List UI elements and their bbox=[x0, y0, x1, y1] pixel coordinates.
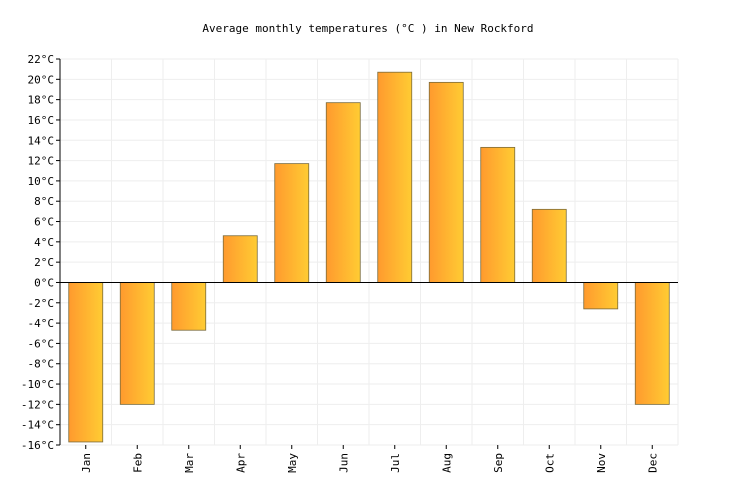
y-tick-label: 22°C bbox=[28, 53, 55, 66]
y-tick-label: -16°C bbox=[21, 439, 54, 452]
y-tick-label: 8°C bbox=[34, 195, 54, 208]
x-tick-label: Feb bbox=[131, 453, 144, 473]
y-tick-label: 2°C bbox=[34, 256, 54, 269]
x-tick-label: Aug bbox=[440, 453, 453, 473]
y-tick-label: 12°C bbox=[28, 155, 55, 168]
x-tick-label: Dec bbox=[646, 453, 659, 473]
x-tick-label: Apr bbox=[234, 453, 247, 473]
x-tick-label: Oct bbox=[543, 453, 556, 473]
bar-nov bbox=[583, 282, 619, 310]
y-tick-label: -6°C bbox=[28, 337, 55, 350]
y-tick-label: 14°C bbox=[28, 134, 55, 147]
bar-aug bbox=[428, 81, 464, 283]
y-tick-label: -14°C bbox=[21, 419, 54, 432]
y-tick-label: -10°C bbox=[21, 378, 54, 391]
x-tick-label: May bbox=[286, 453, 299, 473]
y-tick-label: -4°C bbox=[28, 317, 55, 330]
x-tick-label: Jun bbox=[337, 453, 350, 473]
bar-jan bbox=[68, 282, 104, 443]
y-tick-label: -12°C bbox=[21, 398, 54, 411]
y-tick-label: 18°C bbox=[28, 94, 55, 107]
bar-jul bbox=[377, 71, 413, 283]
y-tick-label: 0°C bbox=[34, 276, 54, 289]
x-tick-label: Nov bbox=[595, 453, 608, 473]
x-tick-label: Sep bbox=[492, 453, 505, 473]
bar-oct bbox=[531, 208, 567, 283]
y-tick-label: 6°C bbox=[34, 216, 54, 229]
bar-dec bbox=[634, 282, 670, 405]
y-tick-label: 10°C bbox=[28, 175, 55, 188]
y-tick-label: -8°C bbox=[28, 358, 55, 371]
x-tick-label: Jul bbox=[389, 453, 402, 473]
bar-feb bbox=[119, 282, 155, 405]
x-tick-label: Jan bbox=[80, 453, 93, 473]
chart-title: Average monthly temperatures (°C ) in Ne… bbox=[202, 22, 534, 35]
bar-sep bbox=[480, 146, 516, 283]
y-tick-label: -2°C bbox=[28, 297, 55, 310]
y-tick-label: 20°C bbox=[28, 73, 55, 86]
y-tick-label: 16°C bbox=[28, 114, 55, 127]
bar-jun bbox=[325, 102, 361, 283]
y-tick-label: 4°C bbox=[34, 236, 54, 249]
bar-may bbox=[274, 163, 310, 283]
bar-apr bbox=[222, 235, 258, 283]
bar-mar bbox=[171, 282, 207, 331]
x-tick-label: Mar bbox=[183, 453, 196, 473]
